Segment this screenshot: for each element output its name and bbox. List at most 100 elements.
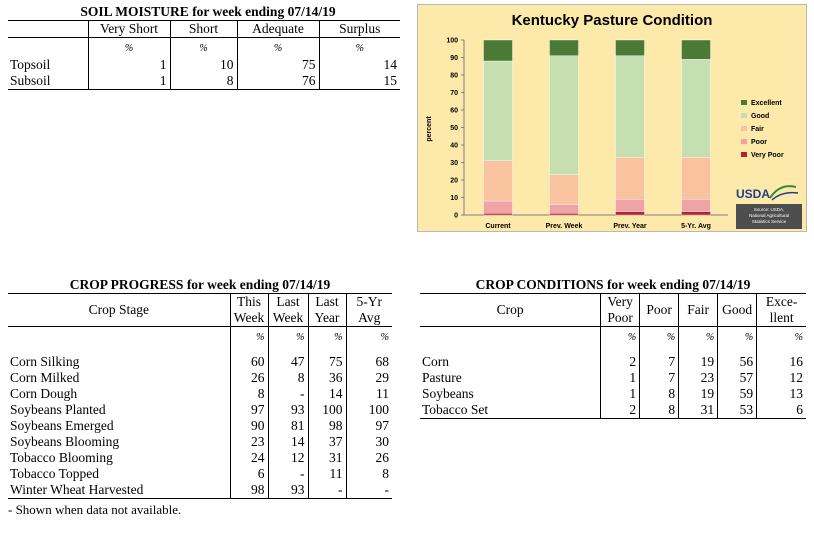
x-tick-label: Prev. Year xyxy=(613,223,646,230)
unit-cell: % xyxy=(236,37,319,57)
unit-cell-empty xyxy=(420,327,601,347)
row-label: Subsoil xyxy=(10,73,51,88)
y-tick-label: 70 xyxy=(450,90,458,97)
header-line: Avg xyxy=(358,310,381,325)
y-tick-label: 30 xyxy=(450,160,458,167)
unit-cell: % xyxy=(87,37,170,57)
spacer-row xyxy=(420,346,806,354)
value-cell: 12 xyxy=(756,370,806,386)
unit-cell-empty xyxy=(8,327,230,347)
value-cell: 31 xyxy=(678,402,718,419)
value-cell: 26 xyxy=(229,370,268,386)
soil-moisture-header-row: Very Short Short Adequate Surplus xyxy=(8,20,400,38)
table-row: Soybeans Emerged 90 81 98 97 xyxy=(8,418,392,434)
value-cell: 24 xyxy=(229,450,268,466)
source-line: Statistics Service xyxy=(752,219,787,224)
bar-segment-poor xyxy=(549,204,579,214)
y-tick-label: 0 xyxy=(454,213,458,220)
legend-label: Good xyxy=(751,113,769,120)
value-cell: 2 xyxy=(600,354,640,370)
value-cell: 75 xyxy=(236,57,319,73)
crop-conditions-table: Crop Very Poor Poor Fair Good Exce-llent … xyxy=(420,293,806,419)
chart-legend: Excellent Good Fair Poor Very Poor xyxy=(741,100,784,159)
value-cell: 37 xyxy=(307,434,346,450)
legend-swatch xyxy=(741,100,747,105)
bar-segment-good xyxy=(483,60,513,161)
value-cell: 30 xyxy=(345,434,392,450)
table-row: Tobacco Set 2 8 31 53 6 xyxy=(420,402,806,419)
value-cell: - xyxy=(307,482,346,499)
value-cell: 53 xyxy=(717,402,757,419)
unit-cell: % xyxy=(318,37,400,57)
soil-col-header: Short xyxy=(169,20,237,38)
legend-label: Poor xyxy=(751,139,767,146)
value-cell: 16 xyxy=(756,354,806,370)
row-label: Topsoil xyxy=(10,57,51,72)
usda-logo-text: USDA xyxy=(736,187,770,201)
bar-segment-poor xyxy=(615,199,645,212)
table-row: Tobacco Blooming 24 12 31 26 xyxy=(8,450,392,466)
condition-col-header: Fair xyxy=(678,293,718,327)
value-cell: 1 xyxy=(600,386,640,402)
y-tick-label: 80 xyxy=(450,73,458,80)
source-line: National Agricultural xyxy=(749,213,789,218)
value-cell: - xyxy=(267,386,308,402)
bar-segment-fair xyxy=(549,174,579,205)
x-tick-label: Current xyxy=(485,223,511,230)
unit-cell: % xyxy=(345,326,392,346)
soil-unit-row: % % % % xyxy=(8,37,400,57)
crop-conditions-body: Corn 2 7 19 56 16 Pasture 1 7 23 57 12 Soybeans 1 8 19 5… xyxy=(420,354,806,419)
unit-cell: % xyxy=(639,326,679,346)
value-cell: 26 xyxy=(345,450,392,466)
table-row: Corn Milked 26 8 36 29 xyxy=(8,370,392,386)
value-cell: 76 xyxy=(236,73,319,90)
bar-segment-good xyxy=(615,55,645,158)
soil-moisture-title: SOIL MOISTURE for week ending 07/14/19 xyxy=(80,4,336,19)
progress-col-header: Last Week xyxy=(267,293,308,327)
table-row: Corn Dough 8-14 11 xyxy=(8,386,392,402)
header-line: This xyxy=(236,294,261,309)
table-row: Tobacco Topped 6-11 8 xyxy=(8,466,392,482)
value-cell: 98 xyxy=(307,418,346,434)
row-label: Soybeans Planted xyxy=(10,402,106,417)
soil-moisture-table: Very Short Short Adequate Surplus % % % … xyxy=(8,20,400,90)
table-row: Winter Wheat Harvested 98 93- - xyxy=(8,482,392,499)
x-tick-label: Prev. Week xyxy=(546,223,583,230)
condition-col-header: Exce-llent xyxy=(756,293,806,327)
crop-progress-header-row: Crop Stage This Week Last Week Last Year 5-… xyxy=(8,293,392,327)
value-cell: 8 xyxy=(639,402,679,419)
pasture-condition-chart: Kentucky Pasture Condition percent 0 10 20… xyxy=(417,4,807,232)
bar-segment-fair xyxy=(615,157,645,200)
row-label: Pasture xyxy=(422,370,462,385)
row-label: Corn xyxy=(422,354,449,369)
progress-unit-row: % % % % xyxy=(8,326,392,347)
header-line: Exce- xyxy=(765,294,798,309)
header-line: Poor xyxy=(607,310,633,325)
value-cell: 100 xyxy=(307,402,346,418)
row-label: Soybeans xyxy=(422,386,474,401)
value-cell: 97 xyxy=(229,402,268,418)
usda-logo-swoosh2-icon xyxy=(771,191,799,201)
bar-segment-excellent xyxy=(549,39,579,56)
header-line: Year xyxy=(314,310,340,325)
crop-progress-section: CROP PROGRESS for week ending 07/14/19 C… xyxy=(8,277,392,518)
value-cell: 12 xyxy=(267,450,308,466)
legend-swatch xyxy=(741,113,747,118)
value-cell: 1 xyxy=(87,73,170,90)
value-cell: 19 xyxy=(678,386,718,402)
crop-conditions-section: CROP CONDITIONS for week ending 07/14/19… xyxy=(420,277,806,419)
legend-label: Excellent xyxy=(751,100,782,107)
table-row: Soybeans 1 8 19 59 13 xyxy=(420,386,806,402)
unit-cell: % xyxy=(169,37,237,57)
bars xyxy=(483,39,711,216)
value-cell: 23 xyxy=(229,434,268,450)
value-cell: 11 xyxy=(345,386,392,402)
condition-col-header: Good xyxy=(717,293,757,327)
soil-moisture-corner-header xyxy=(8,20,88,38)
bar-segment-very-poor xyxy=(549,213,579,216)
crop-progress-table: Crop Stage This Week Last Week Last Year 5-… xyxy=(8,293,392,499)
table-row: Subsoil 1 8 76 15 xyxy=(8,73,400,90)
y-tick-label: 10 xyxy=(450,195,458,202)
value-cell: 81 xyxy=(267,418,308,434)
unit-cell: % xyxy=(600,326,640,346)
